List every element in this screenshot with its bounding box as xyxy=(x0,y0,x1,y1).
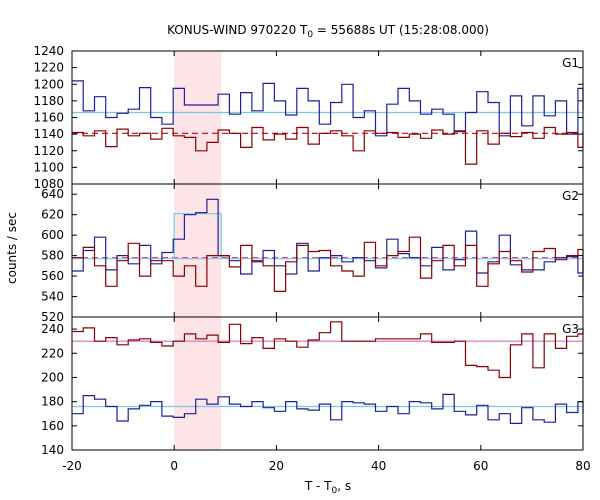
series-1-histogram xyxy=(72,393,584,424)
y-tick-label: 520 xyxy=(41,310,64,324)
panel-label: G1 xyxy=(562,56,579,70)
y-tick-label: 1200 xyxy=(33,77,64,91)
y-tick-label: 200 xyxy=(41,370,64,384)
shaded-interval xyxy=(174,184,222,317)
y-tick-label: 180 xyxy=(41,395,64,409)
series-2-histogram xyxy=(72,236,584,292)
panel-label: G2 xyxy=(562,189,579,203)
shaded-interval xyxy=(174,51,222,184)
x-tick-label: 60 xyxy=(473,459,488,473)
y-tick-label: 1100 xyxy=(33,160,64,174)
x-axis-label: T - T0, s xyxy=(304,479,351,496)
panel-g1: 1080 1100 1120 1140 1160 1180 1200 1220 1240 G1 xyxy=(33,44,584,191)
y-tick-label: 220 xyxy=(41,346,64,360)
y-tick-label: 560 xyxy=(41,269,64,283)
y-tick-label: 240 xyxy=(41,322,64,336)
y-tick-label: 1180 xyxy=(33,94,64,108)
series-1-histogram xyxy=(72,198,584,275)
series-2-histogram xyxy=(72,321,584,379)
panel-frame xyxy=(71,316,584,451)
x-tick-label: -20 xyxy=(62,459,82,473)
y-tick-label: 580 xyxy=(41,249,64,263)
x-tick-label: 40 xyxy=(371,459,386,473)
y-tick-label: 540 xyxy=(41,290,64,304)
y-tick-label: 1160 xyxy=(33,111,64,125)
series-2-histogram xyxy=(72,126,584,165)
shaded-interval xyxy=(174,317,222,450)
x-tick-label: 20 xyxy=(269,459,284,473)
chart-title: KONUS-WIND 970220 T0 = 55688s UT (15:28:… xyxy=(167,23,489,40)
panel-frame xyxy=(71,50,584,185)
panel-g3: 140 160 180 200 220 240 G3 xyxy=(41,316,584,457)
panel-g2: 520 540 560 580 600 620 640 G2 xyxy=(41,183,584,324)
y-tick-label: 620 xyxy=(41,208,64,222)
x-tick-label: 0 xyxy=(170,459,178,473)
panel-label: G3 xyxy=(562,322,579,336)
y-tick-label: 640 xyxy=(41,187,64,201)
y-tick-label: 140 xyxy=(41,443,64,457)
y-tick-label: 600 xyxy=(41,228,64,242)
y-tick-label: 1120 xyxy=(33,144,64,158)
x-tick-label: 80 xyxy=(575,459,590,473)
y-tick-label: 1080 xyxy=(33,177,64,191)
y-tick-label: 1140 xyxy=(33,127,64,141)
y-axis-label: counts / sec xyxy=(5,212,19,284)
y-tick-label: 160 xyxy=(41,419,64,433)
y-tick-label: 1240 xyxy=(33,44,64,58)
y-tick-label: 1220 xyxy=(33,61,64,75)
series-1-histogram xyxy=(72,80,584,137)
